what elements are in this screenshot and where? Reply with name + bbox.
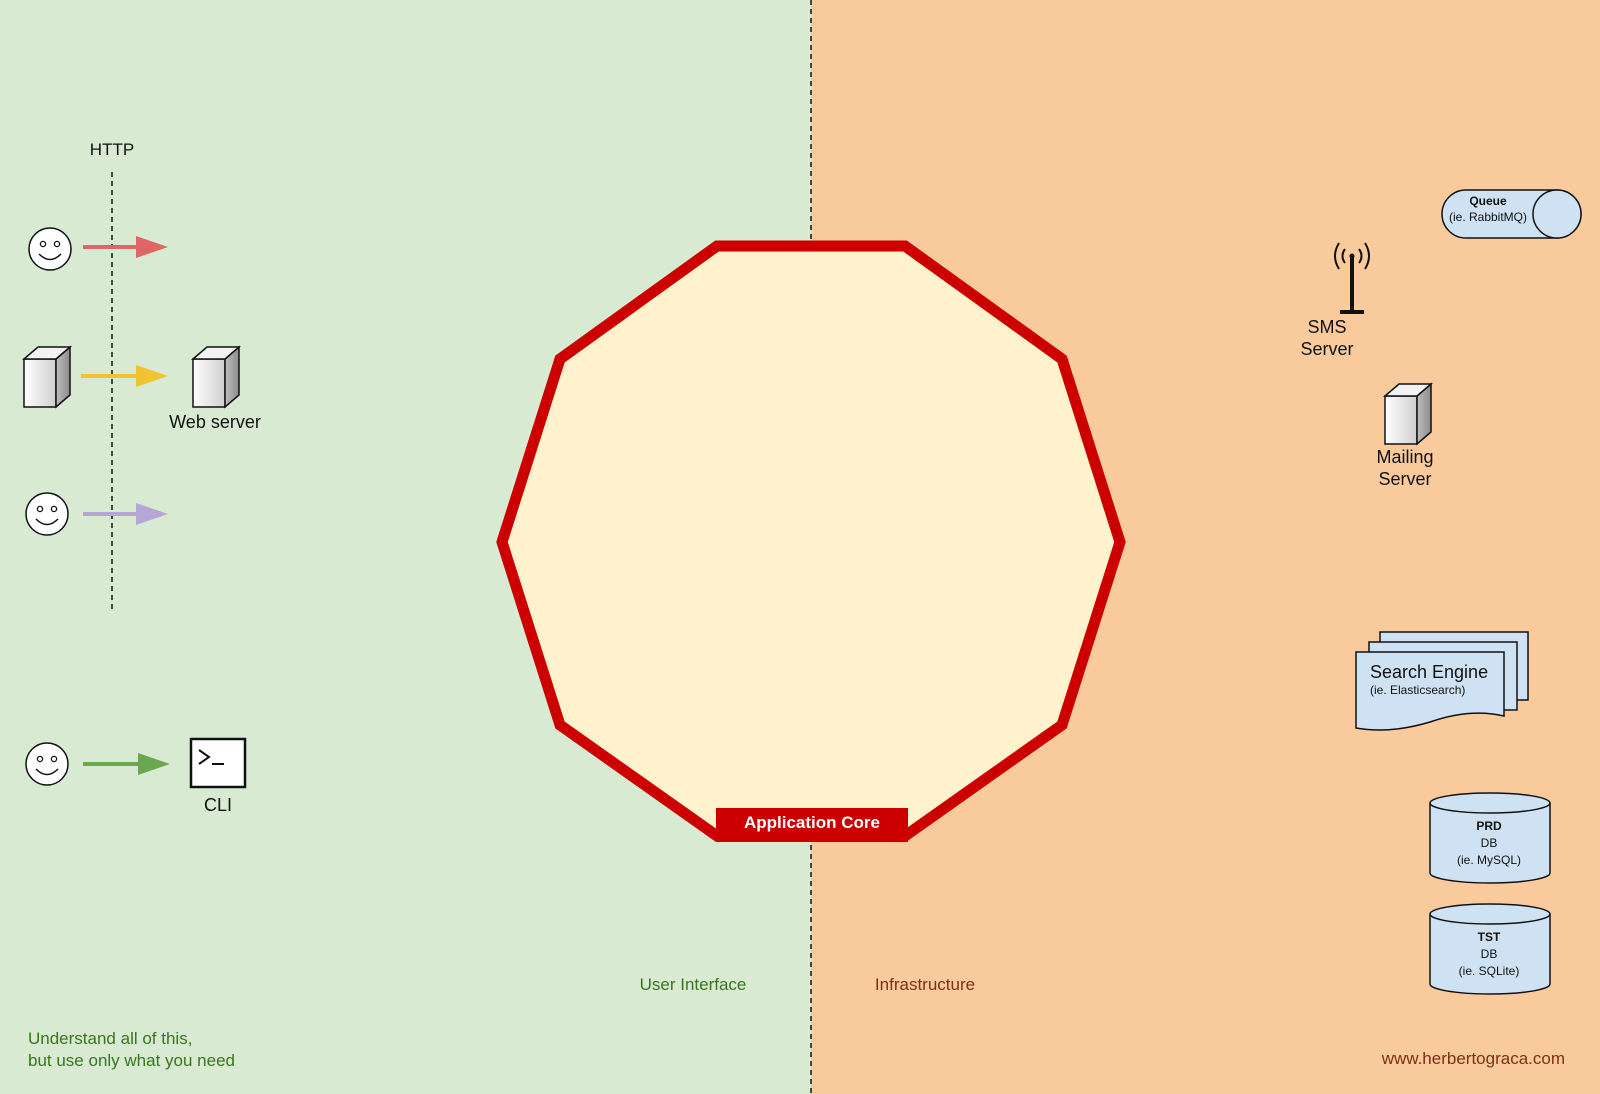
user-smiley-icon — [25, 492, 69, 536]
tst-database-icon — [1429, 903, 1551, 995]
search-engine-documents-icon — [1355, 631, 1529, 731]
terminal-icon — [189, 737, 247, 789]
search-engine-label: Search Engine (ie. Elasticsearch) — [1370, 662, 1489, 697]
mailing-server-label: Mailing Server — [1376, 447, 1434, 489]
application-core-label: Application Core — [743, 813, 880, 832]
application-core-octagon — [496, 240, 1126, 842]
purple-arrow — [83, 503, 168, 525]
user-smiley-icon — [25, 742, 69, 786]
application-core-label-box — [716, 808, 908, 842]
cli-label: CLI — [203, 795, 232, 815]
client-server-icon — [23, 346, 71, 408]
sms-server-label: SMS Server — [1300, 317, 1354, 359]
http-label: HTTP — [89, 140, 135, 159]
web-server-label: Web server — [169, 412, 261, 432]
user-interface-label: User Interface — [639, 975, 747, 994]
antenna-icon — [1334, 242, 1370, 314]
mailing-server-icon — [1384, 383, 1432, 445]
queue-cylinder-icon — [1441, 189, 1582, 239]
footer-note: Understand all of this, but use only wha… — [28, 1029, 235, 1070]
prd-database-label: PRD DB (ie. MySQL) — [1456, 819, 1521, 867]
yellow-arrow — [81, 365, 168, 387]
website-label: www.herbertograca.com — [1381, 1049, 1565, 1068]
user-smiley-icon — [28, 227, 72, 271]
queue-label: Queue (ie. RabbitMQ) — [1448, 194, 1528, 224]
infrastructure-label: Infrastructure — [874, 975, 976, 994]
prd-database-icon — [1429, 792, 1551, 884]
web-server-icon — [192, 346, 240, 408]
red-arrow — [83, 236, 168, 258]
tst-database-label: TST DB (ie. SQLite) — [1458, 930, 1520, 978]
green-arrow — [83, 753, 170, 775]
